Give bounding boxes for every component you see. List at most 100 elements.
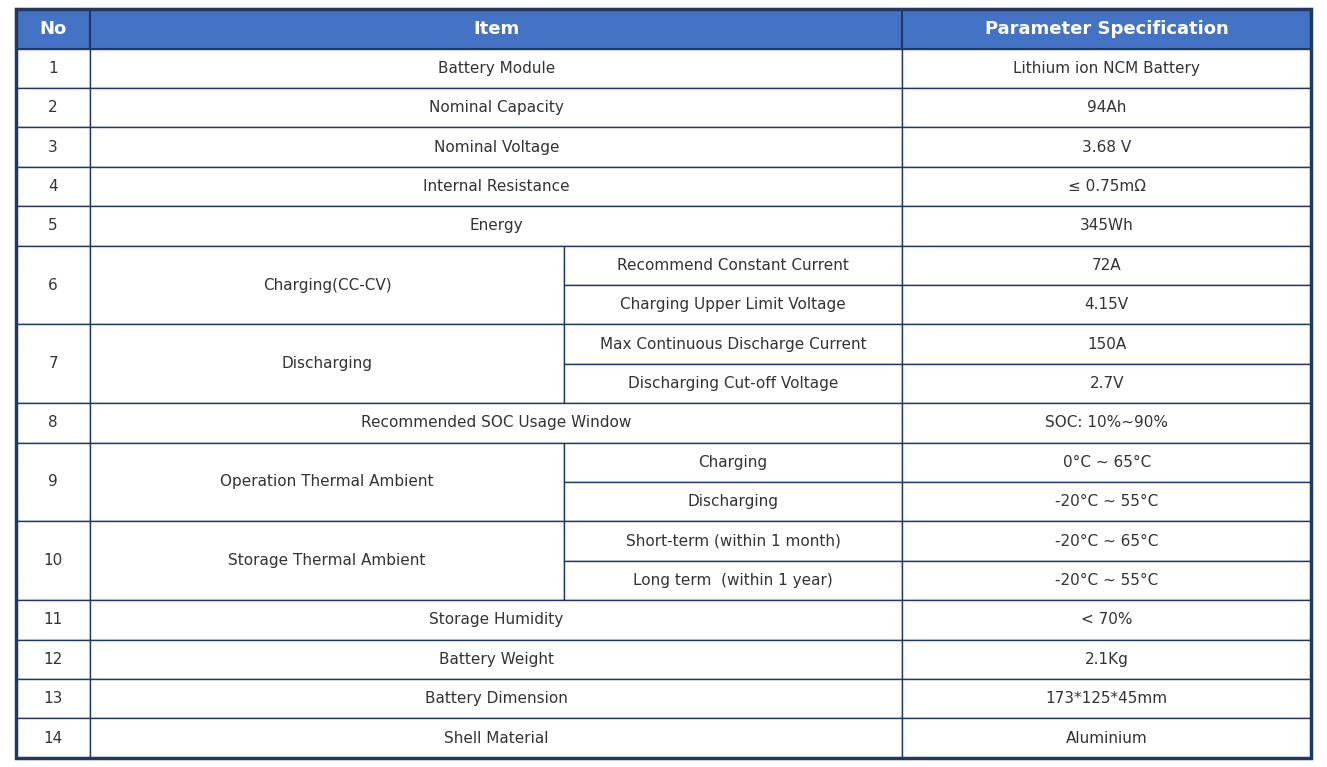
Bar bbox=[902, 640, 1311, 679]
Text: 150A: 150A bbox=[1087, 337, 1127, 351]
Bar bbox=[902, 127, 1311, 166]
Text: Storage Humidity: Storage Humidity bbox=[429, 612, 564, 627]
Bar bbox=[16, 48, 90, 88]
Text: 9: 9 bbox=[48, 475, 58, 489]
Bar bbox=[16, 245, 90, 324]
Bar bbox=[16, 127, 90, 166]
Bar bbox=[902, 324, 1311, 364]
Text: Nominal Voltage: Nominal Voltage bbox=[434, 140, 559, 155]
Text: Item: Item bbox=[474, 20, 519, 38]
Bar bbox=[90, 601, 902, 640]
Bar bbox=[16, 9, 90, 48]
Text: 4.15V: 4.15V bbox=[1084, 297, 1129, 312]
Text: -20°C ~ 65°C: -20°C ~ 65°C bbox=[1055, 534, 1158, 548]
Text: 10: 10 bbox=[44, 553, 62, 568]
Bar bbox=[564, 324, 902, 364]
Bar bbox=[902, 522, 1311, 561]
Text: 72A: 72A bbox=[1092, 258, 1121, 273]
Bar bbox=[90, 9, 902, 48]
Bar bbox=[902, 364, 1311, 403]
Bar bbox=[16, 443, 90, 522]
Bar bbox=[90, 206, 902, 245]
Bar bbox=[16, 601, 90, 640]
Bar bbox=[902, 9, 1311, 48]
Text: 2.1Kg: 2.1Kg bbox=[1084, 652, 1129, 667]
Text: Max Continuous Discharge Current: Max Continuous Discharge Current bbox=[600, 337, 867, 351]
Text: Battery Dimension: Battery Dimension bbox=[425, 691, 568, 706]
Text: SOC: 10%~90%: SOC: 10%~90% bbox=[1046, 416, 1168, 430]
Text: 2.7V: 2.7V bbox=[1089, 376, 1124, 391]
Text: 6: 6 bbox=[48, 278, 58, 292]
Text: 4: 4 bbox=[48, 179, 58, 194]
Text: No: No bbox=[40, 20, 66, 38]
Bar bbox=[90, 403, 902, 443]
Text: Energy: Energy bbox=[470, 219, 523, 233]
Text: 8: 8 bbox=[48, 416, 58, 430]
Text: Charging: Charging bbox=[698, 455, 768, 470]
Bar bbox=[564, 482, 902, 522]
Bar bbox=[902, 206, 1311, 245]
Text: 12: 12 bbox=[44, 652, 62, 667]
Text: Long term  (within 1 year): Long term (within 1 year) bbox=[633, 573, 833, 588]
Bar bbox=[90, 522, 564, 601]
Bar bbox=[90, 245, 564, 324]
Bar bbox=[16, 403, 90, 443]
Bar bbox=[16, 166, 90, 206]
Bar bbox=[16, 719, 90, 758]
Bar bbox=[16, 522, 90, 601]
Bar bbox=[564, 443, 902, 482]
Bar bbox=[16, 679, 90, 719]
Text: Internal Resistance: Internal Resistance bbox=[423, 179, 569, 194]
Text: -20°C ~ 55°C: -20°C ~ 55°C bbox=[1055, 494, 1158, 509]
Bar bbox=[90, 719, 902, 758]
Bar bbox=[902, 719, 1311, 758]
Text: Battery Weight: Battery Weight bbox=[439, 652, 553, 667]
Text: Recommended SOC Usage Window: Recommended SOC Usage Window bbox=[361, 416, 632, 430]
Text: 13: 13 bbox=[44, 691, 62, 706]
Text: 94Ah: 94Ah bbox=[1087, 100, 1127, 115]
Bar bbox=[90, 166, 902, 206]
Bar bbox=[902, 443, 1311, 482]
Text: Aluminium: Aluminium bbox=[1066, 731, 1148, 746]
Bar bbox=[902, 166, 1311, 206]
Bar bbox=[564, 245, 902, 285]
Text: Storage Thermal Ambient: Storage Thermal Ambient bbox=[228, 553, 426, 568]
Bar bbox=[90, 640, 902, 679]
Bar bbox=[90, 127, 902, 166]
Text: 173*125*45mm: 173*125*45mm bbox=[1046, 691, 1168, 706]
Text: 14: 14 bbox=[44, 731, 62, 746]
Text: Nominal Capacity: Nominal Capacity bbox=[429, 100, 564, 115]
Bar bbox=[564, 561, 902, 601]
Bar bbox=[16, 324, 90, 403]
Text: Short-term (within 1 month): Short-term (within 1 month) bbox=[626, 534, 840, 548]
Text: Operation Thermal Ambient: Operation Thermal Ambient bbox=[220, 475, 434, 489]
Bar bbox=[16, 206, 90, 245]
Text: Recommend Constant Current: Recommend Constant Current bbox=[617, 258, 849, 273]
Text: Charging Upper Limit Voltage: Charging Upper Limit Voltage bbox=[620, 297, 847, 312]
Text: Discharging: Discharging bbox=[687, 494, 779, 509]
Bar bbox=[90, 48, 902, 88]
Text: < 70%: < 70% bbox=[1082, 612, 1132, 627]
Bar bbox=[902, 679, 1311, 719]
Bar bbox=[90, 679, 902, 719]
Text: 11: 11 bbox=[44, 612, 62, 627]
Text: 2: 2 bbox=[48, 100, 58, 115]
Bar bbox=[902, 88, 1311, 127]
Bar bbox=[902, 482, 1311, 522]
Bar bbox=[902, 403, 1311, 443]
Bar bbox=[564, 285, 902, 324]
Bar bbox=[902, 285, 1311, 324]
Bar bbox=[564, 364, 902, 403]
Text: Battery Module: Battery Module bbox=[438, 61, 555, 76]
Text: 7: 7 bbox=[48, 357, 58, 371]
Bar bbox=[902, 48, 1311, 88]
Bar bbox=[564, 522, 902, 561]
Text: Shell Material: Shell Material bbox=[445, 731, 548, 746]
Text: -20°C ~ 55°C: -20°C ~ 55°C bbox=[1055, 573, 1158, 588]
Text: Parameter Specification: Parameter Specification bbox=[985, 20, 1229, 38]
Text: Lithium ion NCM Battery: Lithium ion NCM Battery bbox=[1014, 61, 1200, 76]
Text: 5: 5 bbox=[48, 219, 58, 233]
Text: 1: 1 bbox=[48, 61, 58, 76]
Text: 3: 3 bbox=[48, 140, 58, 155]
Bar bbox=[902, 245, 1311, 285]
